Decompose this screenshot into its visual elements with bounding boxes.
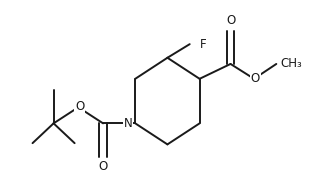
Text: CH₃: CH₃ (280, 57, 302, 70)
Text: O: O (99, 161, 108, 174)
Text: F: F (200, 38, 206, 51)
Text: N: N (124, 117, 132, 130)
Text: O: O (251, 72, 260, 85)
Text: O: O (226, 14, 235, 27)
Text: O: O (75, 100, 84, 112)
